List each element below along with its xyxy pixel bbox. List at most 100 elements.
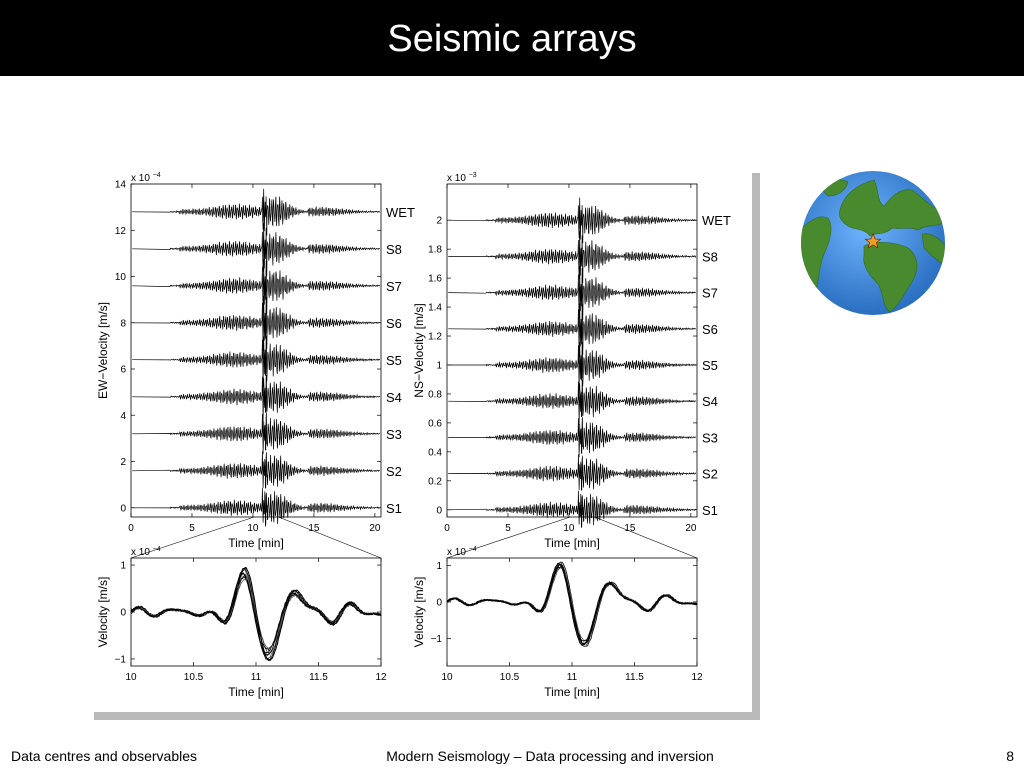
x-tick-label: 11 bbox=[251, 672, 262, 683]
x-tick-label: 11 bbox=[567, 672, 578, 683]
y-tick-label: 2 bbox=[436, 216, 442, 227]
y-exponent-power: −4 bbox=[153, 172, 161, 179]
plot-frame bbox=[446, 183, 698, 518]
footer: Data centres and observables Modern Seis… bbox=[0, 744, 1024, 768]
y-tick-label: 1.6 bbox=[428, 274, 442, 285]
zoom-trace bbox=[130, 573, 382, 654]
station-label-s4: S4 bbox=[386, 390, 402, 405]
zoom-trace bbox=[446, 563, 698, 645]
y-tick-label: 1 bbox=[120, 561, 126, 572]
zoom-connector bbox=[446, 516, 571, 559]
station-label-s7: S7 bbox=[386, 279, 402, 294]
trace-s8 bbox=[448, 231, 697, 284]
x-tick-label: 0 bbox=[444, 523, 450, 534]
x-axis-label: Time [min] bbox=[228, 685, 284, 699]
footer-course-title: Modern Seismology – Data processing and … bbox=[386, 748, 714, 764]
x-axis-label: Time [min] bbox=[544, 685, 600, 699]
figure-panel: 0 5 10 15 20 0 2 4 6 8 10 12 14 x 10 −4 Time [min] EW−V… bbox=[94, 167, 752, 712]
y-tick-label: −1 bbox=[431, 634, 443, 645]
zoom-connector bbox=[130, 516, 255, 559]
zoom-trace bbox=[446, 563, 698, 645]
y-tick-label: 0 bbox=[120, 503, 126, 514]
y-axis-label: EW−Velocity [m/s] bbox=[96, 302, 110, 399]
y-tick-label: 14 bbox=[115, 180, 127, 191]
y-tick-label: 4 bbox=[120, 411, 126, 422]
y-tick-label: 10 bbox=[115, 272, 127, 283]
x-tick-label: 10 bbox=[125, 672, 137, 683]
y-tick-label: 8 bbox=[120, 318, 126, 329]
y-tick-label: 2 bbox=[120, 457, 126, 468]
station-label-wet: WET bbox=[386, 205, 415, 220]
station-label-s5: S5 bbox=[386, 353, 402, 368]
zoom-trace bbox=[130, 573, 382, 654]
y-tick-label: 1.4 bbox=[428, 303, 442, 314]
y-exponent-label: x 10 −4 bbox=[131, 172, 161, 184]
station-label-s1: S1 bbox=[702, 503, 718, 518]
y-tick-label: 12 bbox=[115, 226, 127, 237]
x-axis-label: Time [min] bbox=[228, 536, 284, 550]
station-label-s2: S2 bbox=[386, 464, 402, 479]
y-tick-label: 0 bbox=[436, 505, 442, 516]
x-tick-label: 15 bbox=[308, 523, 320, 534]
x-axis-label: Time [min] bbox=[544, 536, 600, 550]
y-exponent-power: −3 bbox=[469, 172, 477, 179]
x-tick-label: 11.5 bbox=[309, 672, 328, 683]
station-label-s2: S2 bbox=[702, 467, 718, 482]
x-tick-label: 20 bbox=[369, 523, 381, 534]
station-label-wet: WET bbox=[702, 213, 731, 228]
station-label-s6: S6 bbox=[386, 316, 402, 331]
x-tick-label: 10 bbox=[441, 672, 453, 683]
chart-panel-2: 0 5 10 15 20 0 0.2 0.4 0.6 0.8 1 1.2 1.4 1.6 1.8 2 x 10 … bbox=[412, 172, 731, 550]
y-tick-label: 1.2 bbox=[428, 332, 442, 343]
zoom-trace bbox=[130, 567, 382, 662]
y-exponent-label: x 10 −3 bbox=[447, 172, 477, 184]
zoom-trace bbox=[130, 566, 382, 662]
y-tick-label: 0.8 bbox=[428, 389, 442, 400]
y-tick-label: −1 bbox=[115, 654, 127, 665]
chart-panel-1: 0 5 10 15 20 0 2 4 6 8 10 12 14 x 10 −4 Time [min] EW−V… bbox=[96, 172, 415, 550]
x-tick-label: 15 bbox=[624, 523, 636, 534]
x-tick-label: 10.5 bbox=[184, 672, 204, 683]
x-tick-label: 20 bbox=[685, 523, 697, 534]
trace-s5 bbox=[448, 341, 697, 392]
y-axis-label: NS−Velocity [m/s] bbox=[412, 303, 426, 397]
station-label-s3: S3 bbox=[702, 430, 718, 445]
trace-s5 bbox=[132, 336, 381, 388]
trace-s3 bbox=[132, 412, 380, 455]
trace-s3 bbox=[448, 417, 697, 458]
trace-s6 bbox=[448, 303, 696, 357]
y-tick-label: 1.8 bbox=[428, 245, 442, 256]
y-axis-label: Velocity [m/s] bbox=[412, 577, 426, 648]
station-label-s7: S7 bbox=[702, 286, 718, 301]
y-tick-label: 1 bbox=[436, 561, 442, 572]
y-tick-label: 0.4 bbox=[428, 447, 442, 458]
x-tick-label: 11.5 bbox=[625, 672, 644, 683]
y-tick-label: 1 bbox=[436, 360, 442, 371]
y-tick-label: 0.2 bbox=[428, 476, 442, 487]
zoom-trace bbox=[130, 572, 382, 657]
station-label-s8: S8 bbox=[702, 249, 718, 264]
y-tick-label: 0 bbox=[436, 597, 442, 608]
x-tick-label: 12 bbox=[691, 672, 703, 683]
station-label-s1: S1 bbox=[386, 501, 402, 516]
trace-s4 bbox=[132, 375, 381, 422]
station-label-s4: S4 bbox=[702, 394, 718, 409]
y-tick-label: 6 bbox=[120, 365, 126, 376]
x-tick-label: 0 bbox=[128, 523, 134, 534]
zoom-trace bbox=[130, 576, 382, 652]
trace-s7 bbox=[448, 265, 697, 321]
station-label-s8: S8 bbox=[386, 242, 402, 257]
globe-map bbox=[801, 171, 945, 315]
y-tick-label: 0.6 bbox=[428, 418, 442, 429]
zoom-connector bbox=[594, 516, 698, 559]
station-label-s5: S5 bbox=[702, 358, 718, 373]
y-tick-label: 0 bbox=[120, 608, 126, 619]
station-label-s6: S6 bbox=[702, 322, 718, 337]
trace-wet bbox=[448, 197, 697, 244]
trace-s1 bbox=[448, 490, 696, 528]
page-number: 8 bbox=[1006, 748, 1014, 764]
slide-title: Seismic arrays bbox=[387, 18, 637, 60]
trace-s2 bbox=[132, 451, 381, 489]
